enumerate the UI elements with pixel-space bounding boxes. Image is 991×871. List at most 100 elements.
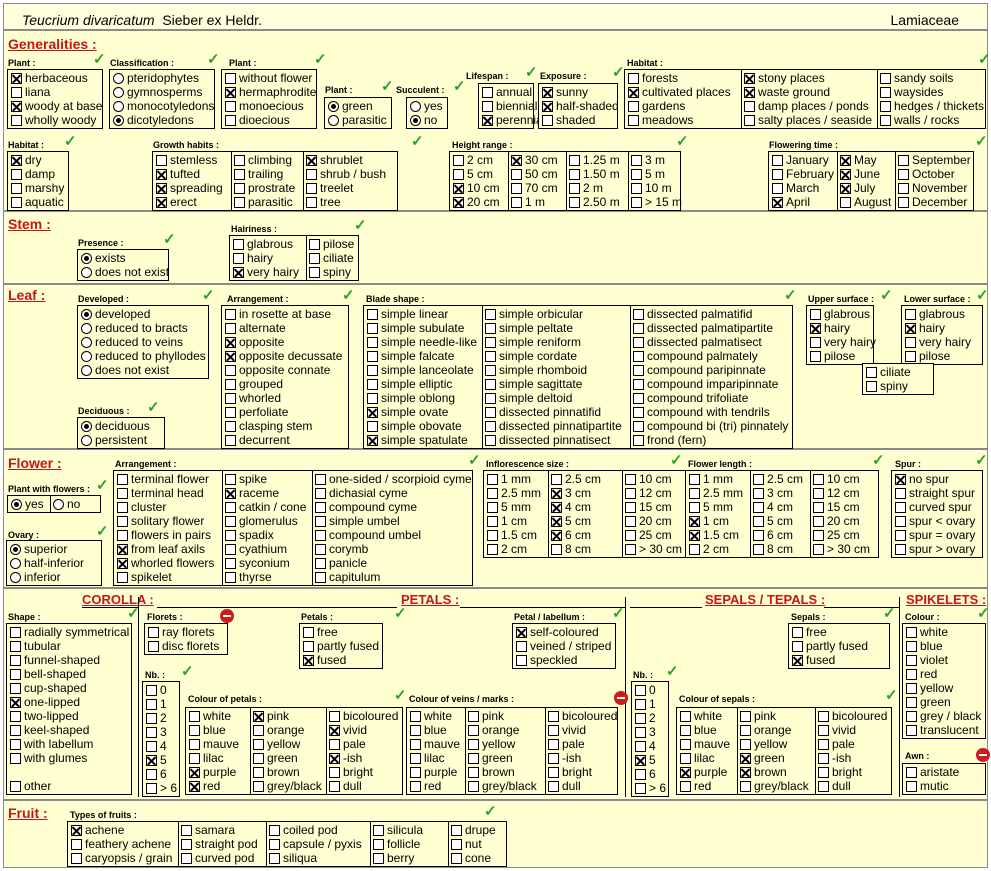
checkbox-unchecked[interactable]: [410, 725, 421, 736]
checkbox-unchecked[interactable]: [410, 739, 421, 750]
checkbox-unchecked[interactable]: [309, 267, 320, 278]
checkbox-unchecked[interactable]: [306, 169, 317, 180]
checkbox-unchecked[interactable]: [225, 516, 236, 527]
checkbox-unchecked[interactable]: [11, 197, 22, 208]
checkbox-unchecked[interactable]: [898, 155, 909, 166]
checkbox-unchecked[interactable]: [818, 739, 829, 750]
checkbox-checked[interactable]: [189, 781, 200, 792]
checkbox-unchecked[interactable]: [818, 781, 829, 792]
checkbox-checked[interactable]: [792, 655, 803, 666]
radio-empty[interactable]: [81, 365, 92, 376]
checkbox-unchecked[interactable]: [635, 783, 646, 794]
checkbox-unchecked[interactable]: [253, 781, 264, 792]
checkbox-checked[interactable]: [511, 155, 522, 166]
checkbox-unchecked[interactable]: [315, 558, 326, 569]
checkbox-unchecked[interactable]: [880, 73, 891, 84]
checkbox-checked[interactable]: [146, 755, 157, 766]
checkbox-unchecked[interactable]: [625, 474, 636, 485]
checkbox-checked[interactable]: [542, 87, 553, 98]
radio-empty[interactable]: [113, 87, 124, 98]
checkbox-unchecked[interactable]: [10, 781, 21, 792]
checkbox-unchecked[interactable]: [487, 488, 498, 499]
checkbox-checked[interactable]: [840, 183, 851, 194]
checkbox-unchecked[interactable]: [315, 488, 326, 499]
checkbox-unchecked[interactable]: [906, 669, 917, 680]
checkbox-checked[interactable]: [628, 87, 639, 98]
checkbox-unchecked[interactable]: [631, 197, 642, 208]
checkbox-checked[interactable]: [740, 753, 751, 764]
checkbox-unchecked[interactable]: [11, 115, 22, 126]
checkbox-checked[interactable]: [895, 474, 906, 485]
checkbox-unchecked[interactable]: [181, 825, 192, 836]
checkbox-unchecked[interactable]: [511, 169, 522, 180]
checkbox-unchecked[interactable]: [551, 474, 562, 485]
checkbox-unchecked[interactable]: [487, 544, 498, 555]
checkbox-unchecked[interactable]: [633, 365, 644, 376]
checkbox-unchecked[interactable]: [895, 502, 906, 513]
checkbox-unchecked[interactable]: [10, 753, 21, 764]
checkbox-unchecked[interactable]: [569, 183, 580, 194]
checkbox-unchecked[interactable]: [569, 169, 580, 180]
checkbox-unchecked[interactable]: [10, 711, 21, 722]
checkbox-unchecked[interactable]: [628, 73, 639, 84]
checkbox-unchecked[interactable]: [906, 725, 917, 736]
checkbox-unchecked[interactable]: [898, 169, 909, 180]
checkbox-unchecked[interactable]: [895, 516, 906, 527]
checkbox-unchecked[interactable]: [485, 421, 496, 432]
checkbox-checked[interactable]: [11, 101, 22, 112]
checkbox-unchecked[interactable]: [818, 767, 829, 778]
checkbox-unchecked[interactable]: [309, 239, 320, 250]
checkbox-unchecked[interactable]: [367, 337, 378, 348]
checkbox-unchecked[interactable]: [906, 767, 917, 778]
checkbox-unchecked[interactable]: [813, 544, 824, 555]
checkbox-unchecked[interactable]: [753, 544, 764, 555]
checkbox-unchecked[interactable]: [181, 839, 192, 850]
checkbox-checked[interactable]: [225, 488, 236, 499]
checkbox-unchecked[interactable]: [309, 253, 320, 264]
checkbox-checked[interactable]: [233, 267, 244, 278]
checkbox-checked[interactable]: [680, 767, 691, 778]
checkbox-unchecked[interactable]: [487, 474, 498, 485]
checkbox-unchecked[interactable]: [485, 351, 496, 362]
checkbox-unchecked[interactable]: [329, 711, 340, 722]
checkbox-checked[interactable]: [542, 101, 553, 112]
checkbox-checked[interactable]: [329, 725, 340, 736]
checkbox-unchecked[interactable]: [689, 544, 700, 555]
checkbox-unchecked[interactable]: [269, 825, 280, 836]
checkbox-unchecked[interactable]: [753, 488, 764, 499]
checkbox-unchecked[interactable]: [906, 683, 917, 694]
checkbox-unchecked[interactable]: [253, 739, 264, 750]
checkbox-unchecked[interactable]: [906, 655, 917, 666]
checkbox-unchecked[interactable]: [569, 155, 580, 166]
checkbox-unchecked[interactable]: [189, 725, 200, 736]
radio-empty[interactable]: [81, 337, 92, 348]
checkbox-unchecked[interactable]: [680, 711, 691, 722]
radio-empty[interactable]: [113, 101, 124, 112]
checkbox-unchecked[interactable]: [866, 381, 877, 392]
checkbox-unchecked[interactable]: [689, 502, 700, 513]
checkbox-unchecked[interactable]: [225, 421, 236, 432]
checkbox-unchecked[interactable]: [810, 309, 821, 320]
checkbox-checked[interactable]: [253, 711, 264, 722]
checkbox-unchecked[interactable]: [367, 365, 378, 376]
checkbox-checked[interactable]: [810, 323, 821, 334]
checkbox-unchecked[interactable]: [117, 502, 128, 513]
checkbox-unchecked[interactable]: [680, 781, 691, 792]
checkbox-unchecked[interactable]: [315, 572, 326, 583]
checkbox-unchecked[interactable]: [189, 753, 200, 764]
radio-selected[interactable]: [81, 421, 92, 432]
checkbox-unchecked[interactable]: [225, 101, 236, 112]
checkbox-checked[interactable]: [551, 530, 562, 541]
checkbox-unchecked[interactable]: [225, 474, 236, 485]
checkbox-unchecked[interactable]: [511, 197, 522, 208]
checkbox-unchecked[interactable]: [633, 337, 644, 348]
checkbox-unchecked[interactable]: [551, 544, 562, 555]
checkbox-unchecked[interactable]: [367, 351, 378, 362]
checkbox-unchecked[interactable]: [633, 435, 644, 446]
checkbox-unchecked[interactable]: [148, 627, 159, 638]
checkbox-unchecked[interactable]: [234, 155, 245, 166]
checkbox-unchecked[interactable]: [303, 641, 314, 652]
checkbox-unchecked[interactable]: [866, 367, 877, 378]
checkbox-checked[interactable]: [303, 655, 314, 666]
checkbox-unchecked[interactable]: [511, 183, 522, 194]
